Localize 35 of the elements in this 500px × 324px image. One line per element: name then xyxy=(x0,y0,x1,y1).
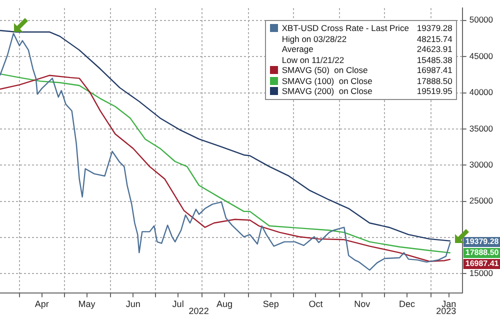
legend-label: SMAVG (100) on Close xyxy=(282,76,374,86)
text: 2022 xyxy=(188,306,209,316)
legend-label: XBT-USD Cross Rate - Last Price xyxy=(282,23,409,34)
annotation: 16987.41 xyxy=(416,65,452,76)
annotation: Average xyxy=(282,44,314,55)
annotation: 19379.28 xyxy=(416,23,452,34)
annotation: 15485.38 xyxy=(416,54,452,66)
x-tick-label: Sep xyxy=(262,299,279,310)
x-tick-label: Aug xyxy=(216,299,232,310)
y-tick-label: 45000 xyxy=(469,50,494,61)
data-label: 19379.28 xyxy=(465,237,500,246)
y-tick-label: 40000 xyxy=(469,87,494,98)
data-label: 17888.50 xyxy=(465,248,500,258)
annotation: High on 03/28/22 xyxy=(282,34,348,44)
y-tick-label: 30000 xyxy=(469,159,494,170)
y-tick-label: 35000 xyxy=(469,123,494,134)
x-tick-label: Dec xyxy=(398,299,416,310)
legend-label: SMAVG (200) on Close xyxy=(282,86,374,97)
annotation: 48215.74 xyxy=(416,34,452,44)
x-tick-label: Jun xyxy=(126,299,140,310)
legend-label: SMAVG (50) on Close xyxy=(282,65,369,76)
y-tick-label: 50000 xyxy=(469,14,494,25)
y-tick-label: 15000 xyxy=(469,268,494,278)
annotation: 19519.95 xyxy=(416,86,452,97)
x-tick-label: Nov xyxy=(354,299,371,310)
annotation: Low on 11/21/22 xyxy=(282,54,346,66)
x-tick-label: Oct xyxy=(308,299,324,310)
x-tick-label: May xyxy=(78,299,96,310)
x-tick-label: Jul xyxy=(172,299,184,310)
y-tick-label: 25000 xyxy=(469,196,494,206)
data-label: 16987.41 xyxy=(465,259,500,268)
annotation: 17888.50 xyxy=(416,76,452,86)
text: 2023 xyxy=(436,306,456,316)
x-tick-label: Apr xyxy=(34,299,49,310)
annotation: 24623.91 xyxy=(416,44,452,55)
